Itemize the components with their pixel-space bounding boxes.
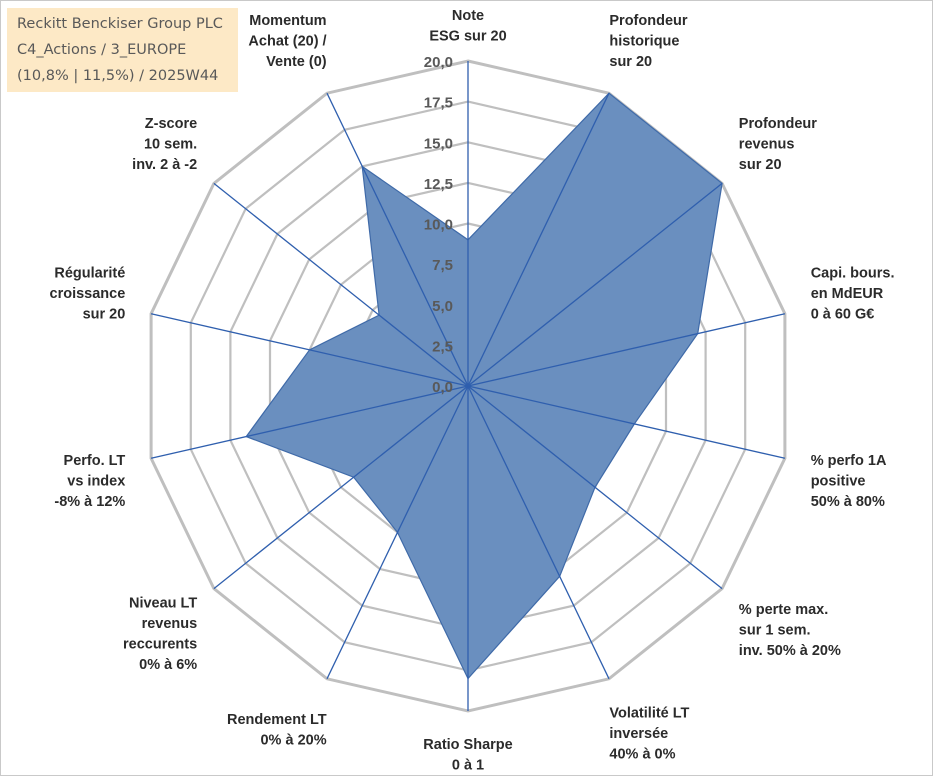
axis-spoke xyxy=(467,385,610,680)
axis-label: Régularité croissance sur 20 xyxy=(50,265,126,322)
info-box: Reckitt Benckiser Group PLC C4_Actions /… xyxy=(7,8,238,92)
series-area xyxy=(245,92,723,680)
performance-period: (10,8% | 11,5%) / 2025W44 xyxy=(17,68,219,84)
axis-spoke xyxy=(213,385,469,590)
axis-spoke xyxy=(467,182,723,387)
tick-label: 17,5 xyxy=(424,95,453,112)
axis-spoke xyxy=(150,313,469,387)
axis-spoke xyxy=(326,92,469,387)
radial-tick-labels: 0,0 2,5 5,0 7,5 10,0 12,5 15,0 17,5 20,0 xyxy=(424,54,453,396)
tick-label: 5,0 xyxy=(432,298,453,315)
tick-label: 0,0 xyxy=(432,379,453,396)
axis-label: Profondeur historique sur 20 xyxy=(609,13,687,70)
axis-label: Profondeur revenus sur 20 xyxy=(739,116,817,173)
axis-labels: Note ESG sur 20 Profondeur historique sur 20… xyxy=(50,8,895,774)
tick-label: 20,0 xyxy=(424,54,453,71)
tick-label: 12,5 xyxy=(424,176,453,193)
tick-label: 7,5 xyxy=(432,257,453,274)
axis-label: Niveau LT revenus reccurents 0% à 6% xyxy=(123,596,197,674)
axis-spoke xyxy=(467,385,723,590)
axis-spoke xyxy=(326,385,469,680)
tick-label: 15,0 xyxy=(424,135,453,152)
company-name: Reckitt Benckiser Group PLC xyxy=(17,16,223,32)
axis-label: Note ESG sur 20 xyxy=(429,8,506,45)
axis-spoke xyxy=(213,182,469,387)
axis-label: Capi. bours. en MdEUR 0 à 60 G€ xyxy=(811,265,895,322)
axis-label: % perfo 1A positive 50% à 80% xyxy=(811,453,887,510)
axis-label: Volatilité LT inversée 40% à 0% xyxy=(609,706,689,763)
axis-spoke xyxy=(467,385,786,459)
tick-label: 10,0 xyxy=(424,217,453,234)
axis-label: % perte max. sur 1 sem. inv. 50% à 20% xyxy=(739,602,841,659)
axis-label: Rendement LT 0% à 20% xyxy=(227,712,327,749)
axis-label: Momentum Achat (20) / Vente (0) xyxy=(248,13,326,70)
axis-spoke xyxy=(467,313,786,387)
portfolio-category: C4_Actions / 3_EUROPE xyxy=(17,42,187,58)
radar-series xyxy=(150,61,786,711)
axis-label: Z-score 10 sem. inv. 2 à -2 xyxy=(132,116,197,173)
tick-label: 2,5 xyxy=(432,338,453,355)
axis-label: Ratio Sharpe 0 à 1 xyxy=(423,737,512,774)
axis-spoke xyxy=(150,385,469,459)
axis-spoke xyxy=(467,92,610,387)
axis-label: Perfo. LT vs index -8% à 12% xyxy=(54,453,125,510)
